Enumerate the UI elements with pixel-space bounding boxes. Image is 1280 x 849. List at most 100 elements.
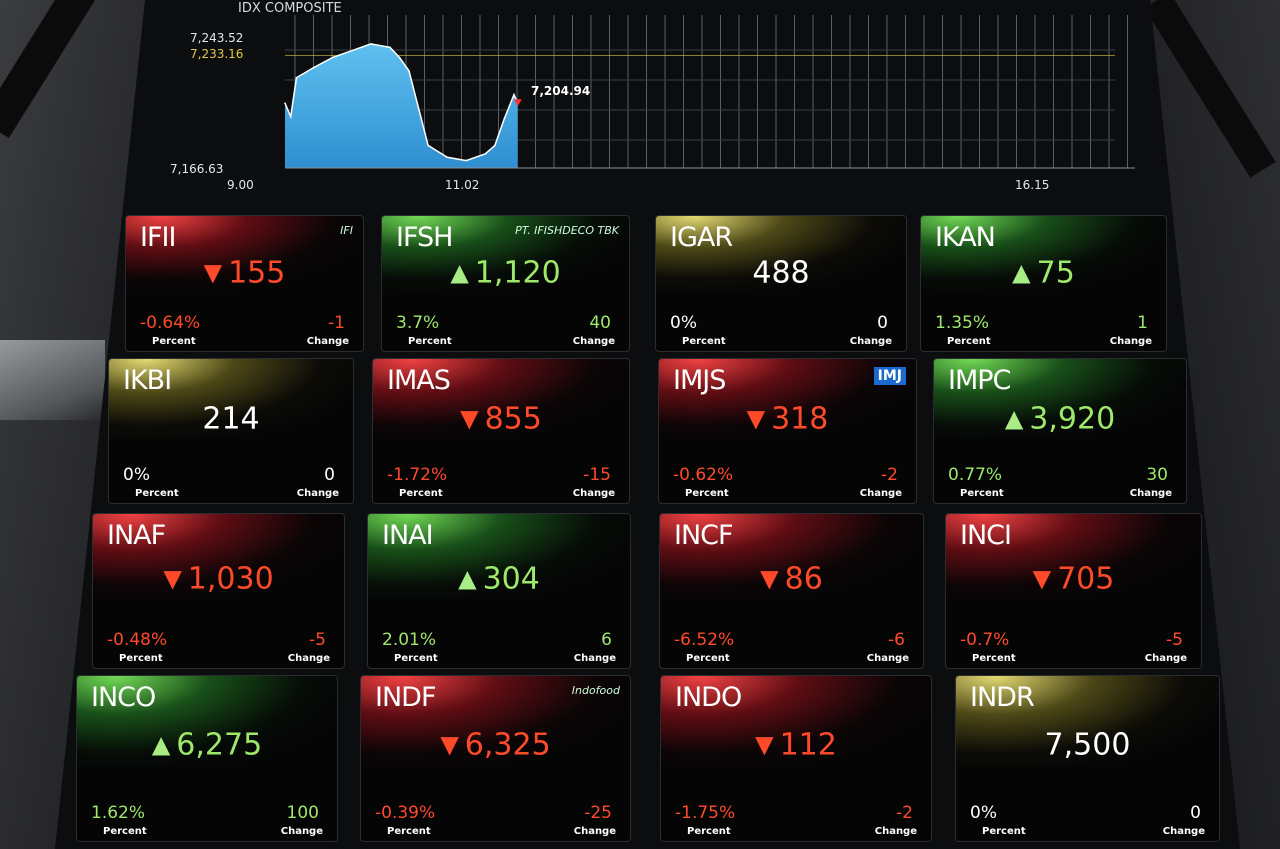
stock-tile-inco: INCO ▲ 6,275 1.62% 100 Percent Change [76, 675, 338, 842]
price-row: ▼ 6,325 [361, 728, 630, 763]
tile-header-glow [77, 676, 337, 767]
change-value: 40 [589, 313, 611, 333]
data-point [398, 56, 401, 59]
change-label: Change [866, 653, 909, 664]
data-point [350, 49, 353, 52]
tile-header-glow [946, 514, 1201, 599]
change-label: Change [573, 826, 616, 837]
change-value: 30 [1146, 465, 1168, 485]
change-value: -5 [309, 630, 326, 650]
x-label-start: 9.00 [227, 178, 254, 192]
tile-header-glow [373, 359, 629, 439]
change-label: Change [1129, 488, 1172, 499]
change-value: 0 [877, 313, 888, 333]
percent-value: 0% [123, 465, 150, 485]
price-value: 3,920 [1029, 401, 1116, 437]
ticker-symbol: INCO [91, 682, 156, 713]
ticker-symbol: IMJS [673, 365, 726, 396]
ticker-symbol: IMAS [387, 365, 451, 396]
tile-header-glow [660, 514, 923, 599]
idx-composite-chart: IDX COMPOSITE 7,243.52 7,233.16 7,166.63… [170, 0, 1155, 200]
price-row: 7,500 [956, 728, 1219, 763]
percent-value: 3.7% [396, 313, 440, 333]
tile-header-glow [382, 216, 629, 291]
data-point [289, 115, 292, 118]
ticker-symbol: INAI [382, 520, 434, 551]
percent-label: Percent [152, 336, 196, 347]
ticker-symbol: INDF [375, 682, 436, 713]
stock-tile-ifii: IFII IFI ▼ 155 -0.64% -1 Percent Change [125, 215, 364, 352]
percent-label: Percent [685, 488, 729, 499]
triangle-up-icon: ▲ [450, 258, 469, 287]
change-value: 1 [1137, 313, 1148, 333]
triangle-down-icon: ▼ [755, 730, 774, 759]
ticker-symbol: INCF [674, 520, 734, 551]
y-label-low: 7,166.63 [170, 162, 224, 176]
change-label: Change [306, 336, 349, 347]
change-value: 0 [324, 465, 335, 485]
change-value: -15 [583, 465, 611, 485]
percent-label: Percent [972, 653, 1016, 664]
ticker-symbol: INCI [960, 520, 1012, 551]
percent-value: -6.52% [674, 630, 735, 650]
ticker-symbol: IFII [140, 222, 176, 253]
ticker-symbol: IFSH [396, 222, 453, 253]
price-value: 112 [779, 727, 837, 763]
ticker-symbol: IKBI [123, 365, 172, 396]
price-row: ▼ 155 [126, 255, 363, 290]
percent-value: 0% [970, 803, 997, 823]
data-point [370, 43, 372, 45]
price-row: 214 [109, 402, 353, 437]
change-value: -25 [584, 803, 612, 823]
change-value: -2 [881, 465, 898, 485]
tile-header-glow [921, 216, 1166, 291]
percent-label: Percent [982, 826, 1026, 837]
triangle-down-icon: ▼ [760, 564, 779, 593]
data-point [312, 66, 315, 69]
company-logo: IMJ [873, 367, 906, 385]
price-row: ▼ 705 [946, 561, 1201, 596]
stock-tile-inai: INAI ▲ 304 2.01% 6 Percent Change [367, 513, 631, 669]
change-label: Change [874, 826, 917, 837]
change-label: Change [1162, 826, 1205, 837]
price-row: ▼ 86 [660, 561, 923, 596]
percent-label: Percent [947, 336, 991, 347]
percent-value: -0.39% [375, 803, 436, 823]
change-value: -5 [1166, 630, 1183, 650]
change-label: Change [296, 488, 339, 499]
ticker-symbol: INAF [107, 520, 166, 551]
data-point [484, 153, 487, 155]
x-label-current: 11.02 [445, 178, 480, 192]
tile-header-glow [656, 216, 906, 291]
ticker-symbol: INDO [675, 682, 742, 713]
percent-label: Percent [682, 336, 726, 347]
change-label: Change [572, 336, 615, 347]
tile-header-glow [934, 359, 1186, 439]
price-row: ▲ 6,275 [77, 728, 337, 763]
ticker-symbol: IGAR [670, 222, 733, 253]
stock-tile-inci: INCI ▼ 705 -0.7% -5 Percent Change [945, 513, 1202, 669]
current-value-label: 7,204.94 [531, 84, 591, 98]
triangle-up-icon: ▲ [458, 564, 477, 593]
stock-tile-ikbi: IKBI 214 0% 0 Percent Change [108, 358, 354, 504]
stock-tile-imjs: IMJS IMJ ▼ 318 -0.62% -2 Percent Change [658, 358, 917, 504]
chart-plot [284, 15, 1135, 169]
price-value: 214 [202, 401, 260, 437]
change-label: Change [573, 653, 616, 664]
tile-header-glow [368, 514, 630, 599]
triangle-down-icon: ▼ [460, 404, 479, 433]
price-value: 1,120 [474, 255, 561, 291]
ceiling-light [0, 340, 105, 420]
change-label: Change [1109, 336, 1152, 347]
price-value: 1,030 [187, 561, 274, 597]
data-point [494, 144, 496, 147]
stock-tile-indr: INDR 7,500 0% 0 Percent Change [955, 675, 1220, 842]
price-row: ▼ 112 [661, 728, 931, 763]
price-row: 488 [656, 255, 906, 290]
data-point [408, 70, 410, 72]
tile-header-glow [93, 514, 344, 599]
stock-tile-ifsh: IFSH PT. IFISHDECO TBK ▲ 1,120 3.7% 40 Pe… [381, 215, 630, 352]
triangle-down-icon: ▼ [203, 258, 223, 287]
triangle-down-icon: ▼ [440, 730, 459, 759]
change-value: -2 [896, 803, 913, 823]
